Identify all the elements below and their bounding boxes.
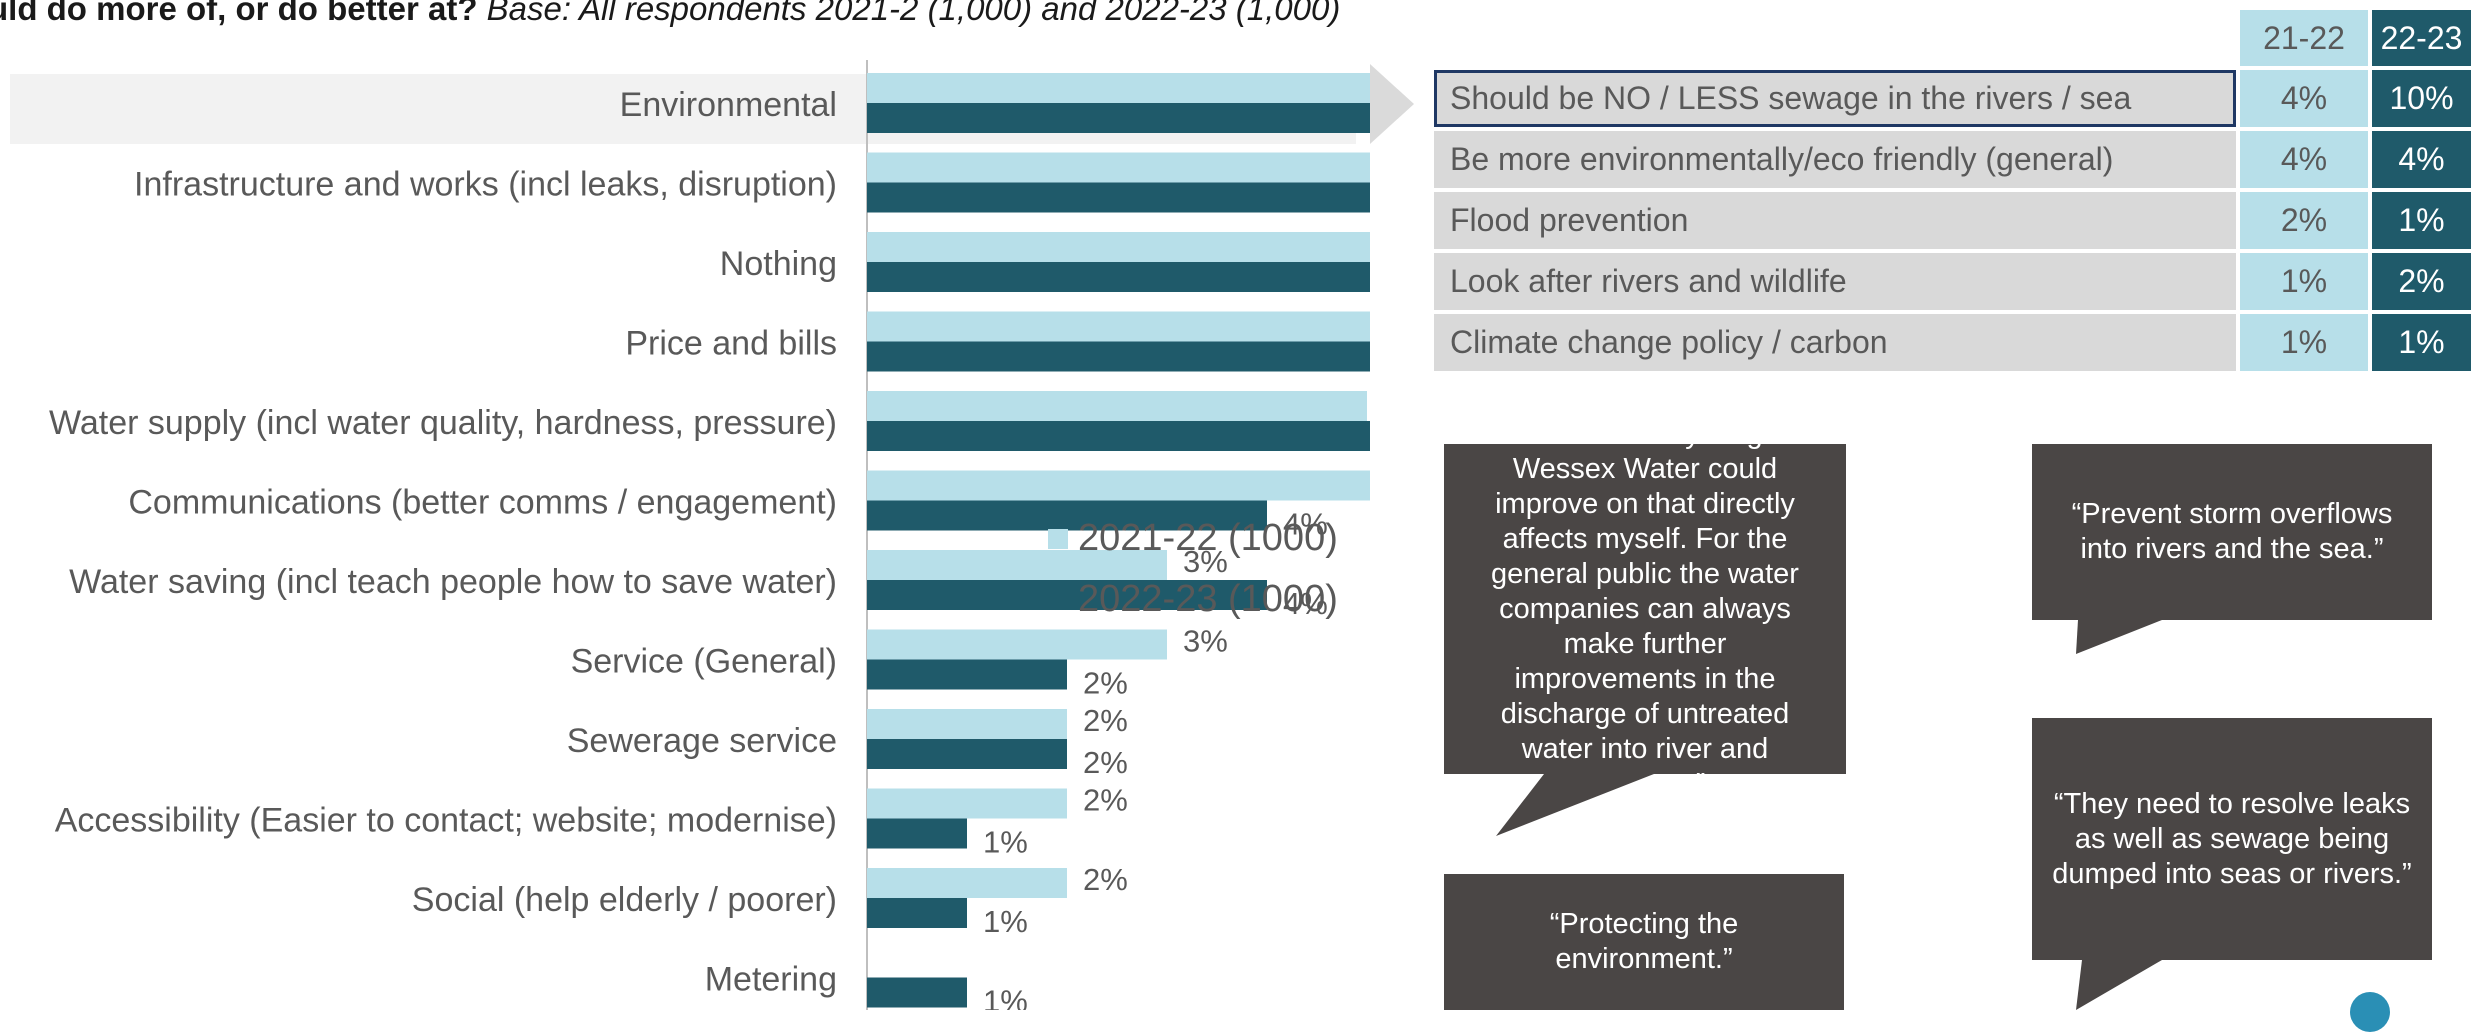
bar-2022-23 — [867, 818, 967, 849]
speech-tail-icon — [2076, 620, 2162, 654]
question-text: uld do more of, or do better at? — [0, 0, 478, 27]
bar-2021-22 — [867, 629, 1167, 660]
data-label: 3% — [1183, 544, 1228, 579]
bar-2021-22 — [867, 391, 1367, 421]
header-22-23: 22-23 — [2372, 10, 2471, 66]
data-label: 2% — [1083, 783, 1128, 818]
category-label: Price and bills — [625, 325, 837, 363]
question-base: Base: All respondents 2021-2 (1,000) and… — [486, 0, 1341, 27]
data-label: 1% — [983, 904, 1028, 939]
legend-label: 2021-22 (1000) — [1078, 517, 1338, 559]
bar-2022-23 — [867, 739, 1067, 769]
bar-2021-22 — [867, 788, 1067, 819]
bar-2021-22 — [867, 868, 1067, 898]
row-value-22-23: 10% — [2372, 70, 2471, 127]
bar-2022-23 — [867, 898, 967, 928]
row-label: Flood prevention — [1434, 192, 2236, 249]
legend-swatch-light — [1048, 528, 1068, 549]
data-label: 4% — [1283, 586, 1328, 621]
callout-arrow — [1370, 64, 1414, 144]
logo-icon — [2350, 992, 2390, 1032]
quote-bubble-2: “Prevent storm overflows into rivers and… — [2032, 444, 2432, 654]
category-label: Social (help elderly / poorer) — [412, 881, 837, 919]
bar-2022-23 — [867, 341, 1370, 372]
question-title: uld do more of, or do better at? Base: A… — [0, 0, 1340, 28]
quote-text: “They need to resolve leaks as well as s… — [2052, 787, 2412, 890]
category-label: Communications (better comms / engagemen… — [128, 484, 837, 522]
legend-swatch-dark — [1048, 589, 1068, 610]
row-value-21-22: 4% — [2240, 131, 2368, 188]
quote-text: “Not aware of anything that Wessex Water… — [1470, 417, 1820, 800]
bar-2021-22 — [867, 550, 1167, 580]
category-label: Sewerage service — [567, 722, 837, 760]
bar-2022-23 — [867, 421, 1370, 451]
legend-item-2022-23: 2022-23 (1000) — [1048, 569, 1338, 630]
row-label: Be more environmentally/eco friendly (ge… — [1434, 131, 2236, 188]
speech-tail-icon — [1496, 774, 1654, 836]
bar-2022-23 — [867, 977, 967, 1008]
category-label: Metering — [705, 961, 837, 999]
bar-2021-22 — [867, 470, 1370, 501]
bar-2021-22 — [867, 232, 1370, 262]
category-label: Accessibility (Easier to contact; websit… — [55, 802, 837, 840]
category-label: Infrastructure and works (incl leaks, di… — [134, 166, 837, 204]
category-label: Nothing — [720, 245, 837, 283]
row-value-22-23: 4% — [2372, 131, 2471, 188]
row-value-22-23: 1% — [2372, 192, 2471, 249]
quote-bubble-4: “Protecting the environment.” — [1444, 874, 1844, 1010]
row-value-21-22: 1% — [2240, 314, 2368, 371]
category-label: Water supply (incl water quality, hardne… — [49, 404, 837, 442]
quote-text: “Protecting the environment.” — [1549, 908, 1739, 975]
category-label: Environmental — [620, 86, 837, 124]
row-label: Look after rivers and wildlife — [1434, 253, 2236, 310]
data-label: 1% — [983, 825, 1028, 860]
data-label: 4% — [1283, 507, 1328, 542]
row-value-21-22: 2% — [2240, 192, 2368, 249]
bar-chart: Environmental10%16%Infrastructure and wo… — [10, 60, 1370, 1011]
quote-bubble-1: “Not aware of anything that Wessex Water… — [1444, 418, 1846, 836]
speech-tail-icon — [2076, 960, 2162, 1010]
data-label: 1% — [983, 984, 1028, 1011]
row-label: Climate change policy / carbon — [1434, 314, 2236, 371]
bar-2021-22 — [867, 709, 1067, 739]
bar-2022-23 — [867, 182, 1370, 213]
category-label: Service (General) — [571, 643, 837, 681]
header-21-22: 21-22 — [2240, 10, 2368, 66]
bar-2021-22 — [867, 311, 1370, 342]
chart-legend: 2021-22 (1000) 2022-23 (1000) — [1048, 508, 1338, 630]
legend-item-2021-22: 2021-22 (1000) — [1048, 508, 1338, 569]
quote-text: “Prevent storm overflows into rivers and… — [2071, 498, 2393, 565]
bar-2022-23 — [867, 262, 1370, 292]
data-label: 3% — [1183, 624, 1228, 659]
row-label: Should be NO / LESS sewage in the rivers… — [1434, 70, 2236, 127]
bar-2021-22 — [867, 152, 1370, 183]
data-label: 2% — [1083, 862, 1128, 897]
bar-2021-22 — [867, 73, 1370, 103]
row-value-22-23: 2% — [2372, 253, 2471, 310]
data-label: 2% — [1083, 666, 1128, 701]
bar-2022-23 — [867, 103, 1370, 133]
data-label: 2% — [1083, 703, 1128, 738]
data-label: 2% — [1083, 745, 1128, 780]
row-value-21-22: 4% — [2240, 70, 2368, 127]
quote-bubble-3: “They need to resolve leaks as well as s… — [2032, 718, 2432, 1010]
row-value-21-22: 1% — [2240, 253, 2368, 310]
category-label: Water saving (incl teach people how to s… — [69, 563, 837, 601]
bar-2022-23 — [867, 500, 1267, 531]
row-value-22-23: 1% — [2372, 314, 2471, 371]
legend-label: 2022-23 (1000) — [1078, 578, 1338, 620]
bar-2022-23 — [867, 659, 1067, 690]
